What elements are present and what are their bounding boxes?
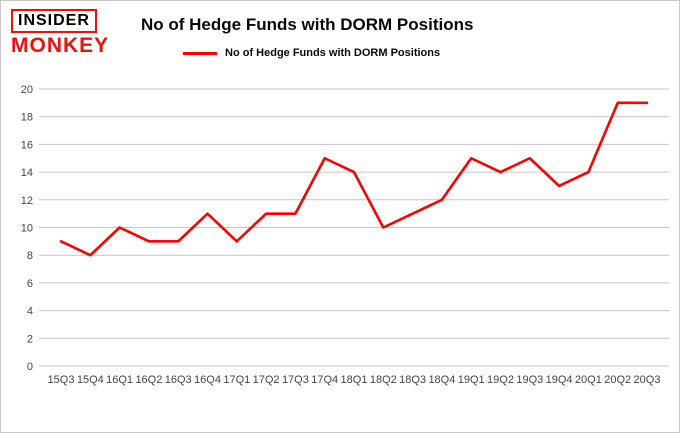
x-tick-label: 18Q2 — [370, 374, 397, 386]
legend-label: No of Hedge Funds with DORM Positions — [225, 47, 441, 59]
chart-title: No of Hedge Funds with DORM Positions — [141, 15, 474, 34]
y-tick-label: 10 — [21, 223, 33, 235]
x-tick-label: 17Q1 — [223, 374, 250, 386]
y-tick-label: 2 — [27, 333, 33, 345]
x-tick-label: 20Q2 — [604, 374, 631, 386]
x-tick-label: 17Q4 — [311, 374, 338, 386]
y-tick-label: 4 — [27, 306, 33, 318]
line-chart: 0 2 4 6 8 10 12 14 16 18 20 15Q3 15Q4 16Q1 16Q2 16Q3 16Q… — [21, 84, 669, 386]
insider-monkey-logo: INSIDER MONKEY — [11, 9, 131, 58]
x-tick-label: 19Q1 — [458, 374, 485, 386]
data-line — [59, 101, 649, 257]
y-tick-label: 14 — [21, 167, 33, 179]
x-tick-label: 18Q3 — [399, 374, 426, 386]
x-tick-label: 16Q2 — [135, 374, 162, 386]
title-block: No of Hedge Funds with DORM Positions No… — [141, 15, 473, 59]
y-tick-label: 8 — [27, 250, 33, 262]
y-tick-label: 12 — [21, 195, 33, 207]
y-tick-label: 18 — [21, 112, 33, 124]
legend-line-swatch — [183, 51, 217, 55]
x-tick-label: 19Q2 — [487, 374, 514, 386]
y-tick-label: 6 — [27, 278, 33, 290]
x-tick-label: 15Q3 — [48, 374, 75, 386]
x-tick-label: 19Q4 — [546, 374, 573, 386]
x-tick-label: 18Q4 — [428, 374, 455, 386]
x-tick-label: 18Q1 — [341, 374, 368, 386]
x-tick-label: 15Q4 — [77, 374, 104, 386]
y-tick-label: 20 — [21, 84, 33, 96]
x-tick-label: 20Q3 — [634, 374, 661, 386]
x-tick-label: 20Q1 — [575, 374, 602, 386]
x-tick-label: 16Q1 — [106, 374, 133, 386]
x-tick-label: 17Q2 — [253, 374, 280, 386]
legend: No of Hedge Funds with DORM Positions — [183, 47, 440, 59]
chart-header: INSIDER MONKEY No of Hedge Funds with DO… — [1, 1, 679, 71]
y-tick-label: 0 — [27, 361, 33, 373]
y-tick-label: 16 — [21, 139, 33, 151]
logo-text-monkey: MONKEY — [11, 34, 110, 57]
x-tick-label: 17Q3 — [282, 374, 309, 386]
x-tick-label: 16Q4 — [194, 374, 221, 386]
x-tick-label: 19Q3 — [516, 374, 543, 386]
logo-text-insider: INSIDER — [11, 9, 97, 33]
x-tick-label: 16Q3 — [165, 374, 192, 386]
